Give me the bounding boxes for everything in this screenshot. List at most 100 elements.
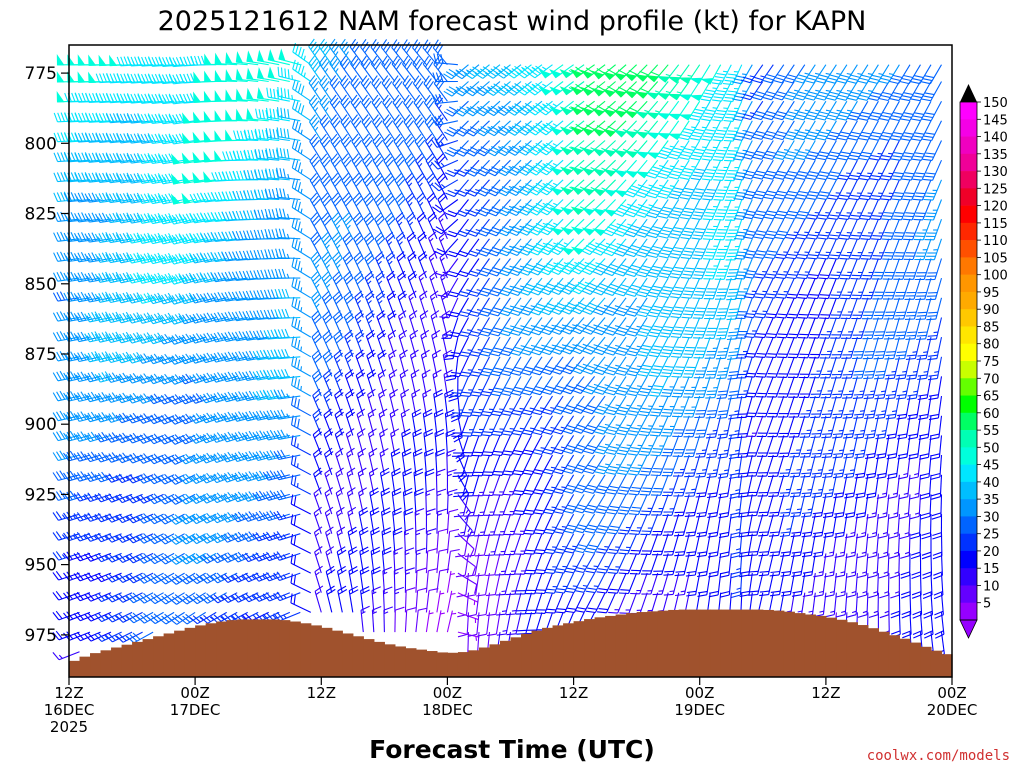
barb-flag xyxy=(109,113,115,123)
barb-shaft xyxy=(78,159,101,163)
barb-flag xyxy=(112,292,118,302)
barb-shaft xyxy=(110,179,133,184)
barb-flag xyxy=(60,251,66,261)
barb-flag xyxy=(53,152,59,162)
barb-half-flag xyxy=(97,236,101,241)
barb-flag xyxy=(59,410,66,420)
barb-flag xyxy=(55,531,63,540)
barb-flag xyxy=(87,332,94,342)
wind-barb xyxy=(84,532,112,542)
barb-flag xyxy=(84,253,90,263)
barb-half-flag xyxy=(65,335,69,340)
barb-pennant xyxy=(98,54,107,67)
wind-barb xyxy=(94,552,122,563)
wind-barb xyxy=(94,251,122,263)
barb-flag xyxy=(69,450,77,460)
barb-flag xyxy=(77,272,83,282)
wind-barb xyxy=(105,232,133,244)
barb-shaft xyxy=(90,533,112,542)
barb-shaft xyxy=(79,513,101,522)
barb-flag xyxy=(60,132,66,142)
barb-flag xyxy=(87,372,94,382)
barb-half-flag xyxy=(107,415,111,420)
barb-shaft xyxy=(89,238,112,243)
barb-pennant xyxy=(56,90,65,103)
barb-flag xyxy=(109,193,115,203)
barb-flag xyxy=(63,372,69,382)
barb-flag xyxy=(63,172,69,183)
barb-half-flag xyxy=(300,346,303,352)
barb-flag xyxy=(91,312,97,321)
barb-flag xyxy=(76,531,84,541)
barb-flag xyxy=(113,73,118,83)
barb-flag xyxy=(55,570,63,580)
barb-flag xyxy=(101,312,108,321)
barb-flag xyxy=(84,353,91,363)
barb-flag xyxy=(55,511,63,520)
barb-half-flag xyxy=(93,515,98,520)
barb-flag xyxy=(70,231,76,241)
barb-flag xyxy=(60,172,66,182)
barb-flag xyxy=(84,393,91,403)
barb-flag xyxy=(112,232,118,242)
barb-flag xyxy=(108,313,115,322)
barb-flag xyxy=(105,294,112,303)
barb-flag xyxy=(76,472,84,481)
barb-flag xyxy=(115,192,122,202)
barb-shaft xyxy=(68,257,91,263)
barb-flag xyxy=(76,432,84,441)
wind-barb xyxy=(73,591,101,602)
barb-half-flag xyxy=(61,554,66,559)
barb-flag xyxy=(59,470,66,479)
barb-flag xyxy=(59,390,66,400)
barb-flag xyxy=(112,153,118,163)
barb-flag xyxy=(97,412,105,422)
barb-flag xyxy=(98,173,104,183)
barb-flag xyxy=(116,172,122,182)
barb-flag xyxy=(69,430,76,440)
barb-flag xyxy=(115,232,122,242)
barb-flag xyxy=(81,172,87,182)
barb-flag xyxy=(52,512,59,521)
barb-flag xyxy=(97,452,105,462)
barb-flag xyxy=(52,472,59,481)
wind-barb xyxy=(73,311,101,323)
barb-flag xyxy=(98,353,105,362)
barb-shaft xyxy=(110,198,133,204)
barb-flag xyxy=(80,431,87,440)
barb-flag xyxy=(90,431,98,441)
barb-flag xyxy=(109,73,115,83)
barb-flag xyxy=(74,113,80,123)
barb-flag xyxy=(87,592,95,601)
barb-flag xyxy=(71,92,76,102)
barb-flag xyxy=(80,311,87,321)
barb-flag xyxy=(112,172,118,183)
barb-flag xyxy=(53,272,59,282)
barb-half-flag xyxy=(104,495,108,500)
barb-flag xyxy=(112,192,118,202)
barb-half-flag xyxy=(65,275,69,280)
barb-flag xyxy=(105,251,111,261)
barb-flag xyxy=(94,313,101,323)
barb-half-flag xyxy=(86,295,90,301)
chart-title: 2025121612 NAM forecast wind profile (kt… xyxy=(158,6,867,37)
barb-flag xyxy=(77,192,83,202)
barb-flag xyxy=(55,551,63,560)
barb-shaft xyxy=(68,120,91,123)
barb-flag xyxy=(87,512,95,521)
barb-shaft xyxy=(79,474,101,482)
barb-flag xyxy=(98,213,104,223)
barb-flag xyxy=(88,133,94,143)
barb-flag xyxy=(81,92,87,103)
barb-flag xyxy=(88,172,94,183)
barb-flag xyxy=(98,293,104,302)
barb-flag xyxy=(73,633,81,642)
barb-flag xyxy=(74,253,80,263)
wind-barb xyxy=(73,371,101,383)
barb-flag xyxy=(74,93,80,103)
wind-barb xyxy=(94,311,122,323)
barb-shaft xyxy=(78,120,101,123)
barb-flag xyxy=(101,431,108,441)
barb-half-flag xyxy=(65,354,69,360)
barb-shaft xyxy=(100,415,122,423)
